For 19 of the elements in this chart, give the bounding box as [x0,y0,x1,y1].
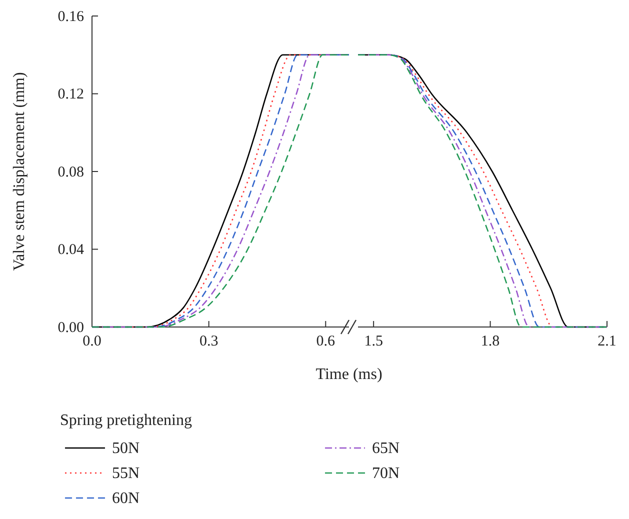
y-tick-label: 0.08 [58,164,84,180]
x-tick-label: 0.0 [82,334,102,350]
legend-label: 60N [112,490,140,507]
x-tick-label: 0.3 [199,334,218,350]
legend-label: 65N [372,440,400,457]
x-tick-label: 1.5 [364,334,383,350]
x-tick-label: 1.8 [480,334,500,350]
y-tick-label: 0.12 [58,86,84,103]
y-tick-label: 0.00 [58,320,84,336]
legend-title: Spring pretightening [60,412,192,429]
y-tick-label: 0.04 [58,242,84,258]
legend-label: 50N [112,440,140,457]
y-tick-label: 0.16 [58,8,84,25]
y-axis-title: Valve stem displacement (mm) [11,72,28,271]
x-axis-title: Time (ms) [316,366,382,383]
x-tick-label: 0.6 [316,334,336,350]
legend-label: 70N [372,465,400,482]
legend-label: 55N [112,465,140,482]
x-tick-label: 2.1 [598,334,616,350]
